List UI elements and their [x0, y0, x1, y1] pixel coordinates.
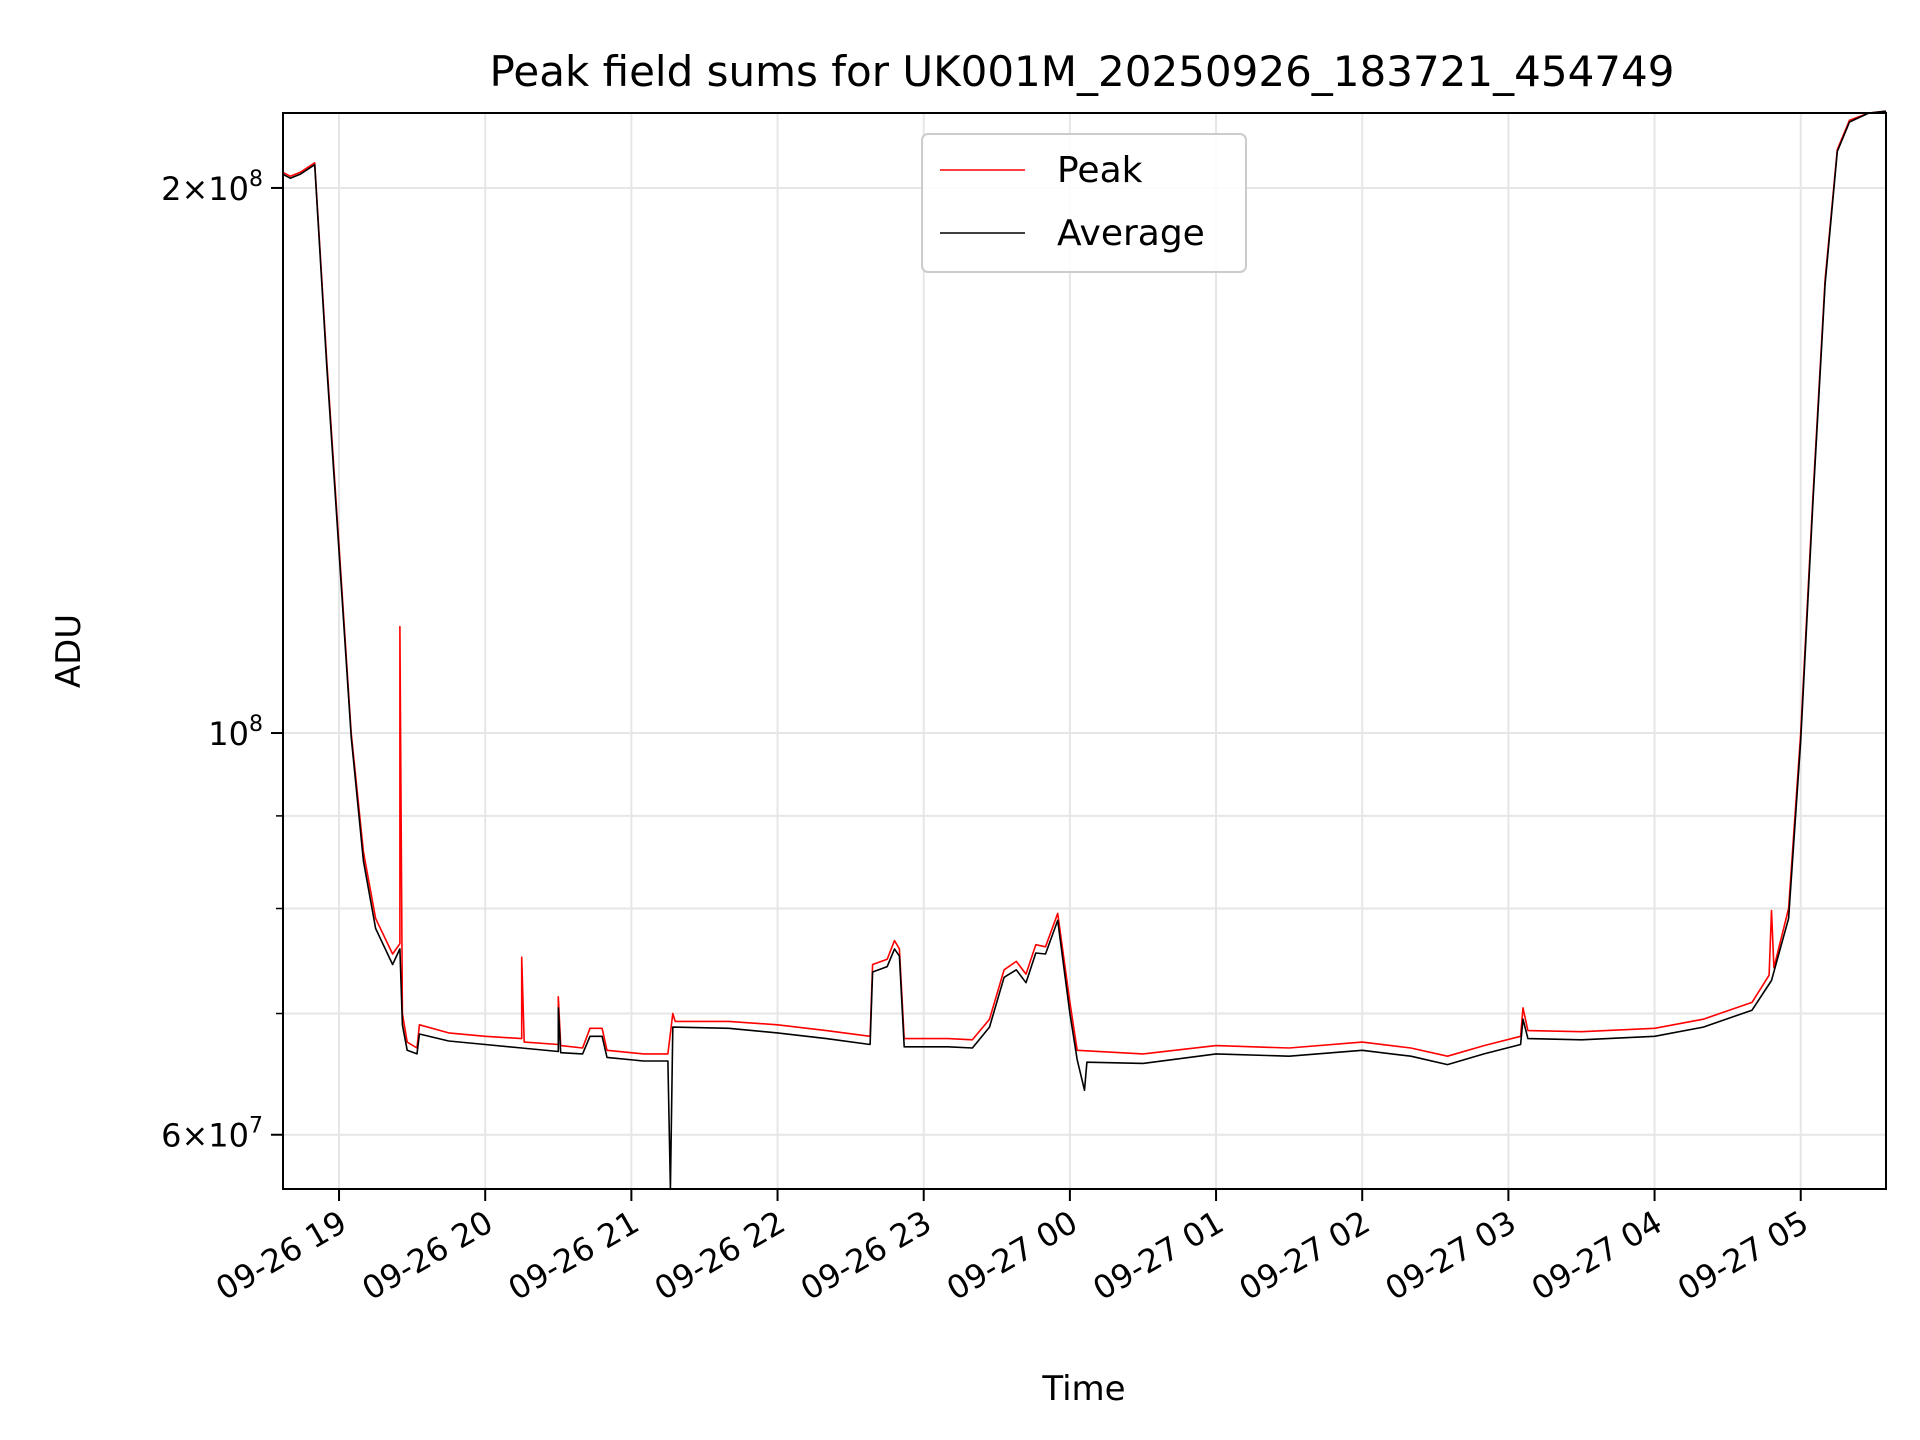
- legend-label-average: Average: [1057, 213, 1205, 254]
- series-line-average: [282, 110, 1887, 1190]
- y-tick-label: 6×107: [161, 1114, 263, 1155]
- chart-title: Peak field sums for UK001M_20250926_1837…: [490, 47, 1675, 96]
- x-axis-label: Time: [1041, 1369, 1125, 1409]
- y-tick-label: 108: [208, 712, 263, 753]
- series-lines: [282, 110, 1887, 1190]
- y-axis-label: ADU: [49, 614, 89, 688]
- series-line-peak: [282, 110, 1887, 1057]
- plot-frame: [282, 112, 1887, 1190]
- legend: Peak Average: [921, 133, 1247, 273]
- legend-label-peak: Peak: [1057, 150, 1143, 191]
- legend-box: [921, 133, 1247, 273]
- y-axis-ticks: 6×107 108 2×108: [161, 167, 283, 1155]
- y-tick-label: 2×108: [161, 167, 263, 208]
